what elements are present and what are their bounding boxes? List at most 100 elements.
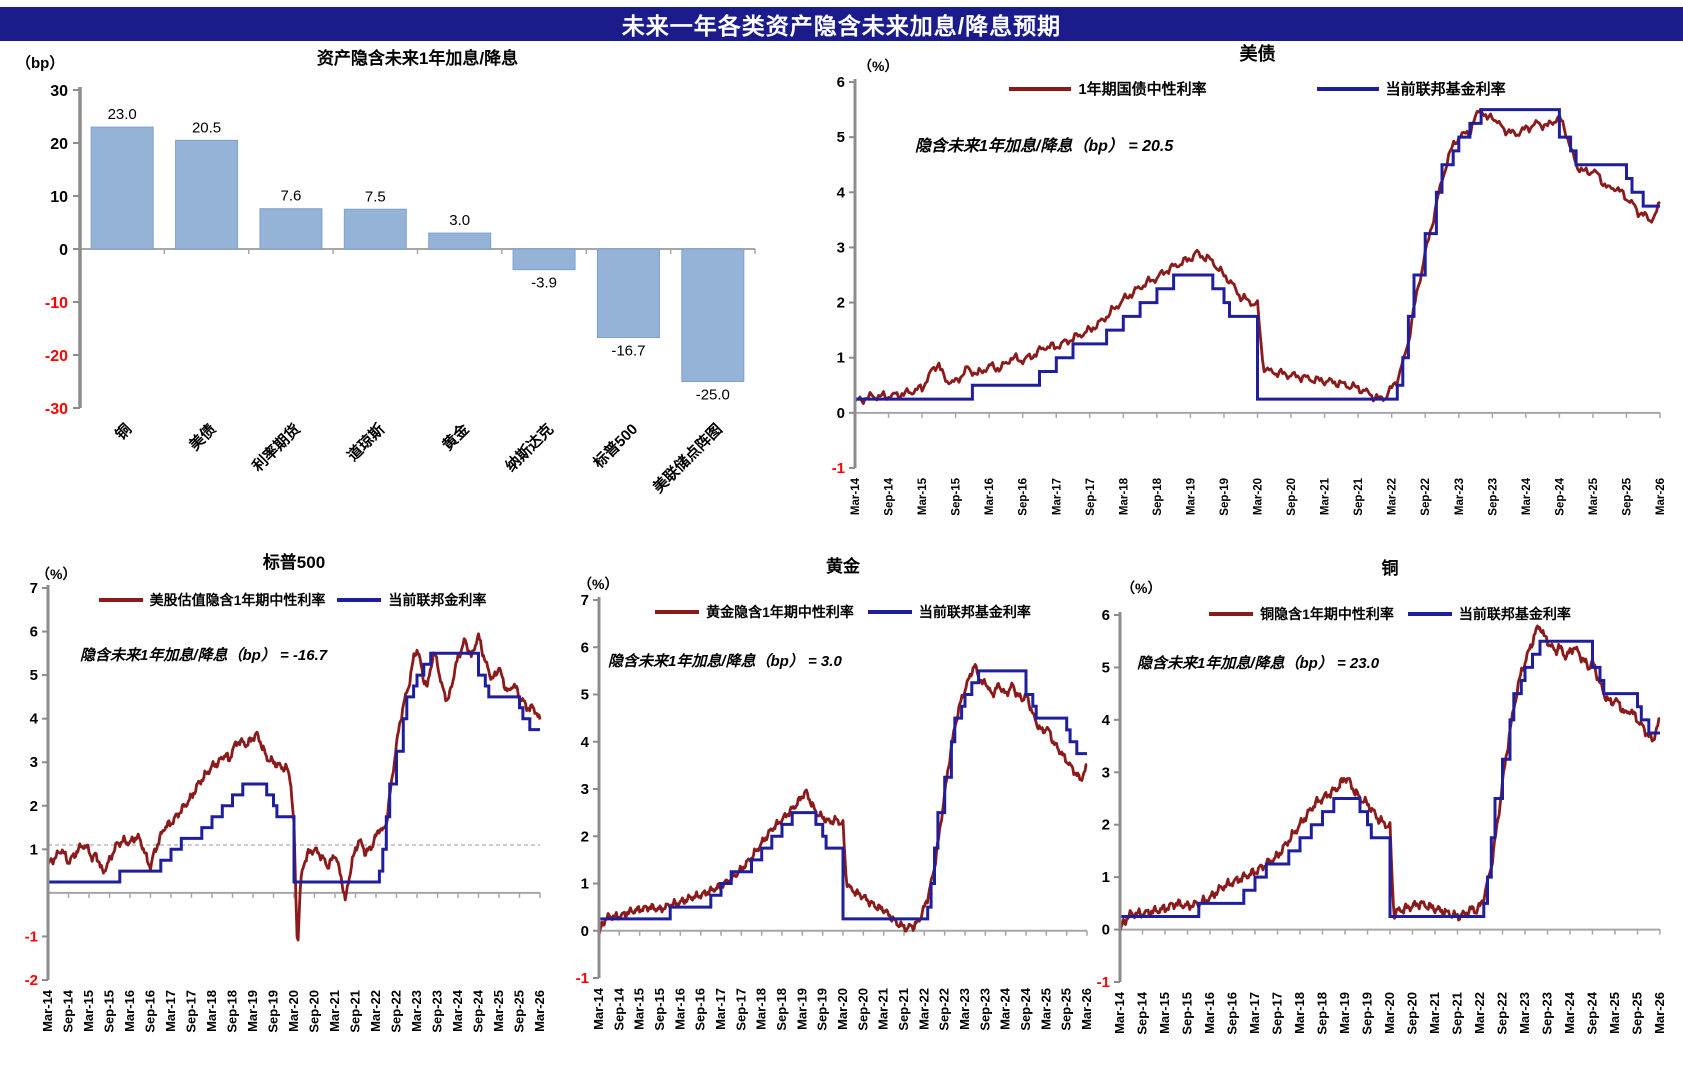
svg-text:Sep-18: Sep-18: [1315, 992, 1330, 1035]
svg-text:Mar-23: Mar-23: [409, 990, 424, 1032]
sp500-unit-label: （%）: [36, 566, 77, 582]
blue-line-swatch: [337, 598, 382, 602]
sp500-title: 标普500: [262, 553, 326, 572]
svg-text:Sep-16: Sep-16: [143, 990, 158, 1033]
svg-text:Mar-22: Mar-22: [1387, 478, 1399, 515]
svg-text:-1: -1: [25, 928, 38, 945]
svg-text:Mar-18: Mar-18: [1292, 992, 1307, 1034]
bar-chart-panel: 23.0 铜 20.5 美债 7.6 利率期货 7.5 道琼斯 3.0 黄金 -3.9 纳斯达克 -16…: [0, 40, 790, 522]
svg-text:Mar-19: Mar-19: [1337, 992, 1352, 1034]
svg-text:Mar-16: Mar-16: [122, 990, 137, 1032]
svg-text:Sep-23: Sep-23: [977, 988, 992, 1031]
svg-text:7: 7: [581, 592, 589, 609]
svg-text:Sep-18: Sep-18: [774, 988, 789, 1031]
svg-text:Sep-23: Sep-23: [1487, 478, 1499, 516]
svg-text:2: 2: [1102, 817, 1110, 834]
bar-chart-unit-label: （bp）: [16, 55, 65, 72]
title-banner: 未来一年各类资产隐含未来加息/降息预期: [0, 7, 1683, 41]
svg-text:Mar-17: Mar-17: [713, 988, 728, 1030]
svg-text:Mar-23: Mar-23: [957, 988, 972, 1030]
bar-chart-title: 资产隐含未来1年加息/降息: [316, 49, 519, 68]
blue-line-swatch: [1407, 612, 1452, 616]
svg-text:Sep-14: Sep-14: [61, 989, 76, 1032]
svg-text:Mar-26: Mar-26: [1655, 478, 1667, 515]
svg-text:1: 1: [1102, 869, 1110, 886]
svg-text:Mar-21: Mar-21: [327, 990, 342, 1032]
svg-text:3: 3: [837, 239, 845, 256]
svg-text:Sep-16: Sep-16: [693, 988, 708, 1031]
legend-item-neutral-rate: 铜隐含1年期中性利率: [1209, 604, 1394, 624]
svg-text:Mar-20: Mar-20: [835, 988, 850, 1030]
svg-text:Sep-25: Sep-25: [1059, 988, 1074, 1031]
svg-text:7.5: 7.5: [365, 188, 386, 205]
svg-text:2: 2: [581, 828, 589, 845]
svg-text:Mar-19: Mar-19: [1185, 478, 1197, 515]
svg-text:Sep-25: Sep-25: [1621, 477, 1633, 515]
svg-text:2: 2: [837, 295, 845, 312]
svg-text:6: 6: [30, 624, 38, 641]
copper-chart-panel: Mar-14 Sep-14 Mar-15 Sep-15 Mar-16 Sep-16 Mar-…: [1075, 524, 1683, 1069]
svg-text:Mar-17: Mar-17: [1247, 992, 1262, 1034]
svg-text:美债: 美债: [185, 420, 219, 454]
svg-text:Mar-20: Mar-20: [1382, 992, 1397, 1034]
svg-text:Mar-15: Mar-15: [1157, 992, 1172, 1034]
svg-text:Sep-24: Sep-24: [471, 989, 486, 1032]
page-title: 未来一年各类资产隐含未来加息/降息预期: [621, 13, 1062, 39]
svg-text:Mar-24: Mar-24: [1562, 991, 1577, 1034]
gold-legend: 黄金隐含1年期中性利率 当前联邦基金利率: [599, 602, 1087, 622]
svg-text:3.0: 3.0: [449, 212, 470, 229]
svg-text:Mar-24: Mar-24: [450, 989, 465, 1032]
svg-text:Sep-17: Sep-17: [1270, 992, 1285, 1035]
svg-text:铜: 铜: [112, 420, 135, 443]
svg-text:Mar-16: Mar-16: [984, 478, 996, 515]
svg-text:20: 20: [50, 136, 68, 153]
svg-text:道琼斯: 道琼斯: [344, 420, 389, 465]
svg-text:Mar-22: Mar-22: [368, 990, 383, 1032]
svg-text:Mar-16: Mar-16: [672, 988, 687, 1030]
svg-text:-16.7: -16.7: [611, 343, 645, 360]
sp500-plot: Mar-14 Sep-14 Mar-15 Sep-15 Mar-16 Sep-16 Mar-…: [25, 580, 547, 1033]
svg-text:Sep-15: Sep-15: [652, 988, 667, 1031]
copper-plot: Mar-14 Sep-14 Mar-15 Sep-15 Mar-16 Sep-16 Mar-…: [1097, 607, 1667, 1035]
svg-text:Sep-21: Sep-21: [1353, 477, 1365, 515]
svg-text:Sep-16: Sep-16: [1018, 478, 1030, 516]
gold-unit-label: （%）: [578, 576, 619, 592]
svg-text:4: 4: [30, 711, 39, 728]
svg-text:Mar-14: Mar-14: [591, 987, 606, 1030]
svg-text:0: 0: [581, 923, 589, 940]
svg-text:Mar-23: Mar-23: [1517, 992, 1532, 1034]
svg-text:3: 3: [581, 781, 589, 798]
svg-text:Sep-17: Sep-17: [1085, 478, 1097, 516]
svg-text:Sep-20: Sep-20: [1405, 992, 1420, 1035]
legend-item-fed-funds: 当前联邦基金利率: [1407, 604, 1571, 624]
svg-text:Sep-14: Sep-14: [884, 477, 896, 515]
svg-text:-30: -30: [45, 401, 68, 418]
svg-text:Sep-16: Sep-16: [1225, 992, 1240, 1035]
red-line-swatch: [1209, 612, 1254, 616]
legend-item-neutral-rate: 美股估值隐含1年期中性利率: [98, 590, 325, 610]
svg-text:20.5: 20.5: [192, 119, 221, 136]
gold-chart-panel: Mar-14 Sep-14 Mar-15 Sep-15 Mar-16 Sep-16 Mar-…: [552, 524, 1095, 1069]
sp500-legend: 美股估值隐含1年期中性利率 当前联邦金利率: [40, 590, 545, 610]
svg-text:Sep-19: Sep-19: [266, 990, 281, 1033]
legend-label: 铜隐含1年期中性利率: [1260, 606, 1394, 622]
svg-text:1: 1: [30, 841, 38, 858]
red-line-swatch: [1009, 86, 1072, 91]
svg-text:Mar-21: Mar-21: [1320, 477, 1332, 515]
svg-text:Mar-18: Mar-18: [754, 988, 769, 1030]
svg-text:Mar-18: Mar-18: [1118, 477, 1130, 515]
svg-text:5: 5: [837, 129, 845, 146]
svg-text:7: 7: [30, 580, 38, 597]
svg-text:0: 0: [837, 405, 845, 422]
svg-text:Mar-20: Mar-20: [1253, 478, 1265, 515]
svg-text:Sep-15: Sep-15: [951, 477, 963, 515]
svg-text:23.0: 23.0: [108, 106, 137, 123]
blue-line-swatch: [867, 610, 912, 614]
svg-text:-1: -1: [832, 460, 845, 477]
svg-text:-25.0: -25.0: [696, 387, 730, 404]
legend-label: 当前联邦基金利率: [1458, 606, 1571, 622]
svg-text:Mar-19: Mar-19: [245, 990, 260, 1032]
red-line-swatch: [655, 610, 700, 614]
svg-text:Mar-14: Mar-14: [1112, 991, 1127, 1034]
